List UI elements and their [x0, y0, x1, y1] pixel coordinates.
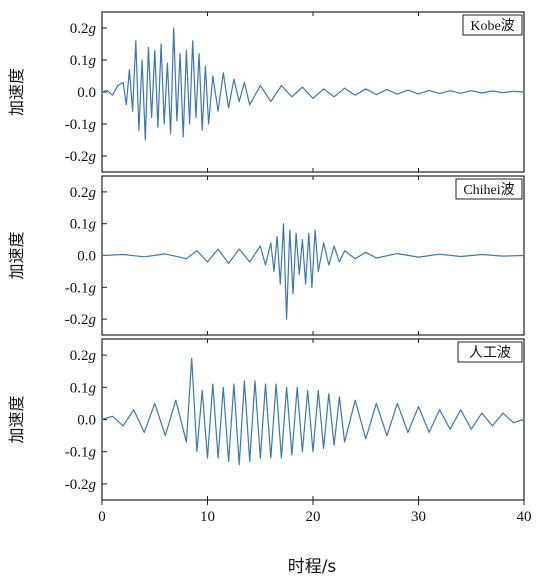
y-axis-label: 加速度	[7, 231, 26, 279]
series-line-2	[101, 223, 525, 320]
panel-2: 0.2g 0.1g 0.0 -0.1g -0.2g 加速度 Chihei波	[7, 175, 525, 336]
series-line-3	[101, 357, 525, 466]
y-axis-label: 加速度	[7, 395, 26, 443]
x-axis: 0 10 20 30 40	[98, 500, 532, 525]
y-tick-label: -0.1g	[65, 280, 97, 296]
y-tick-label: 0.1g	[70, 217, 97, 233]
legend-box	[462, 14, 523, 36]
series-line-1	[101, 27, 525, 141]
y-tick-label: 0.2g	[70, 21, 97, 37]
y-tick-label: -0.1g	[65, 445, 97, 461]
legend-label: Kobe波	[470, 18, 514, 34]
y-tick-label: 0.1g	[70, 53, 97, 69]
panel-frame	[101, 338, 525, 501]
x-tick-label: 20	[306, 509, 321, 525]
y-tick-label: 0.2g	[70, 185, 97, 201]
x-tick-label: 40	[517, 509, 532, 525]
legend-label: 人工波	[469, 345, 511, 361]
legend-label: Chihei波	[463, 182, 514, 198]
panel-3: 0.2g 0.1g 0.0 -0.1g -0.2g 加速度 人工波	[7, 338, 525, 501]
y-tick-label: -0.2g	[65, 149, 97, 165]
x-axis-label: 时程/s	[288, 557, 337, 577]
panel-1: 0.2g 0.1g 0.0 -0.1g -0.2g 加速度 Kobe波	[7, 11, 525, 173]
y-tick-label: 0.0	[77, 85, 96, 101]
y-tick-label: -0.2g	[65, 477, 97, 493]
y-tick-label: 0.0	[77, 413, 96, 429]
panel-frame	[101, 175, 525, 336]
legend-box	[457, 341, 523, 363]
x-tick-label: 30	[411, 509, 426, 525]
x-tick-label: 10	[200, 509, 215, 525]
y-axis-label: 加速度	[7, 68, 26, 116]
x-tick-label: 0	[98, 509, 106, 525]
y-tick-label: 0.1g	[70, 380, 97, 396]
panels-layer: 0.2g 0.1g 0.0 -0.1g -0.2g 加速度 Kobe波 0.2g 0.1g 0.0…	[7, 11, 525, 501]
y-tick-label: 0.0	[77, 249, 96, 265]
y-tick-label: -0.1g	[65, 117, 97, 133]
y-tick-label: 0.2g	[70, 348, 97, 364]
legend-box	[455, 178, 523, 200]
y-tick-label: -0.2g	[65, 312, 97, 328]
